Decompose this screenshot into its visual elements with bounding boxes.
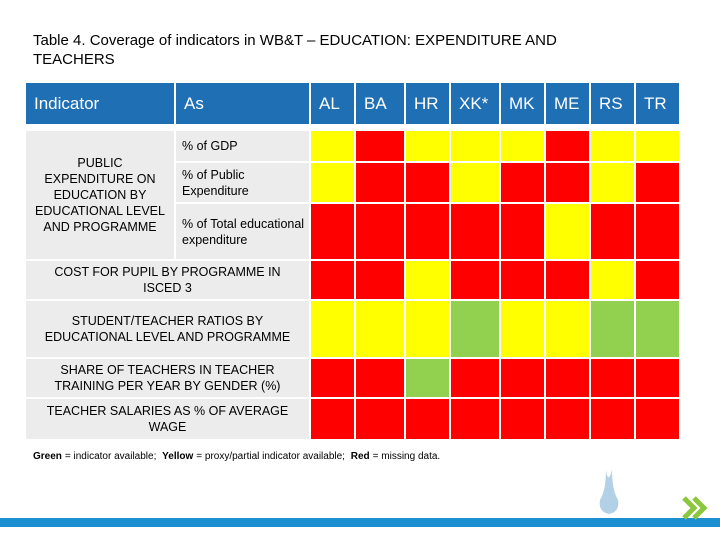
status-cell	[635, 300, 680, 358]
status-cell	[355, 130, 405, 162]
status-cell	[405, 162, 450, 203]
status-cell	[500, 130, 545, 162]
status-cell	[635, 398, 680, 440]
row-label: STUDENT/TEACHER RATIOS BY EDUCATIONAL LE…	[25, 300, 310, 358]
header-cell: TR	[635, 82, 680, 125]
status-cell	[405, 203, 450, 260]
status-cell	[590, 130, 635, 162]
legend-key: Green	[33, 451, 62, 462]
status-cell	[635, 358, 680, 398]
status-cell	[355, 358, 405, 398]
title: Table 4. Coverage of indicators in WB&T …	[33, 32, 557, 68]
status-cell	[310, 398, 355, 440]
status-cell	[405, 398, 450, 440]
status-cell	[500, 398, 545, 440]
status-cell	[635, 260, 680, 300]
status-cell	[355, 398, 405, 440]
header-cell: RS	[590, 82, 635, 125]
legend-key: Red	[350, 451, 370, 462]
status-cell	[450, 162, 500, 203]
header-cell: BA	[355, 82, 405, 125]
row-label: SHARE OF TEACHERS IN TEACHER TRAINING PE…	[25, 358, 310, 398]
status-cell	[545, 358, 590, 398]
sub-label: % of GDP	[175, 130, 310, 162]
status-cell	[635, 130, 680, 162]
sub-label: % of Total educational expenditure	[175, 203, 310, 260]
status-cell	[450, 203, 500, 260]
legend-key: Yellow	[162, 451, 194, 462]
status-cell	[310, 300, 355, 358]
status-cell	[545, 300, 590, 358]
row-label: TEACHER SALARIES AS % OF AVERAGE WAGE	[25, 398, 310, 440]
row-label: PUBLIC EXPENDITURE ON EDUCATION BY EDUCA…	[25, 130, 175, 260]
status-cell	[590, 300, 635, 358]
header-cell: Indicator	[25, 82, 175, 125]
status-cell	[355, 162, 405, 203]
status-cell	[405, 130, 450, 162]
status-cell	[310, 203, 355, 260]
sub-label: % of Public Expenditure	[175, 162, 310, 203]
status-cell	[545, 260, 590, 300]
status-cell	[590, 260, 635, 300]
header-cell: AL	[310, 82, 355, 125]
status-cell	[355, 300, 405, 358]
header-cell: As	[175, 82, 310, 125]
status-cell	[355, 203, 405, 260]
status-cell	[355, 260, 405, 300]
status-cell	[545, 162, 590, 203]
header-cell: HR	[405, 82, 450, 125]
status-cell	[405, 260, 450, 300]
legend-text: = missing data.	[372, 451, 441, 462]
status-cell	[500, 203, 545, 260]
status-cell	[590, 398, 635, 440]
status-cell	[635, 203, 680, 260]
status-cell	[310, 162, 355, 203]
status-cell	[545, 203, 590, 260]
status-cell	[405, 300, 450, 358]
status-cell	[590, 162, 635, 203]
status-cell	[590, 358, 635, 398]
legend-text: = indicator available;	[64, 451, 157, 462]
header-cell: ME	[545, 82, 590, 125]
status-cell	[450, 398, 500, 440]
status-cell	[500, 260, 545, 300]
status-cell	[500, 162, 545, 203]
legend-text: = proxy/partial indicator available;	[196, 451, 345, 462]
status-cell	[310, 358, 355, 398]
row-label: COST FOR PUPIL BY PROGRAMME IN ISCED 3	[25, 260, 310, 300]
status-cell	[450, 260, 500, 300]
status-cell	[310, 130, 355, 162]
status-cell	[545, 398, 590, 440]
status-cell	[545, 130, 590, 162]
status-cell	[635, 162, 680, 203]
header-cell: MK	[500, 82, 545, 125]
status-cell	[450, 300, 500, 358]
status-cell	[405, 358, 450, 398]
status-cell	[450, 130, 500, 162]
status-cell	[590, 203, 635, 260]
legend: Green = indicator available; Yellow = prox…	[33, 451, 440, 462]
status-cell	[310, 260, 355, 300]
status-cell	[500, 358, 545, 398]
header-cell: XK*	[450, 82, 500, 125]
status-cell	[450, 358, 500, 398]
status-cell	[500, 300, 545, 358]
